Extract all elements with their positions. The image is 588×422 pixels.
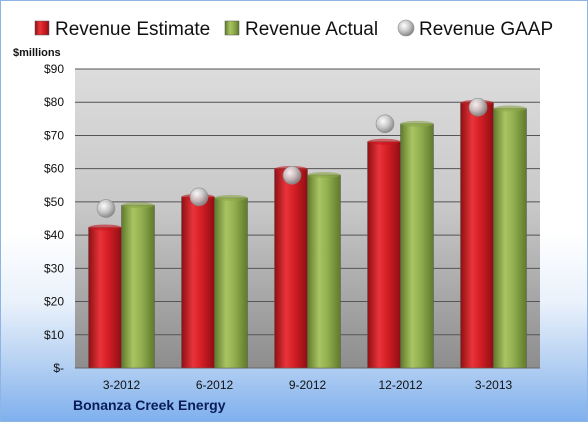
bar-revenue-actual bbox=[307, 174, 341, 369]
y-tick-label: $50 bbox=[44, 195, 64, 209]
y-tick-label: $20 bbox=[44, 295, 64, 309]
bar-revenue-actual bbox=[400, 123, 434, 369]
legend-label: Revenue GAAP bbox=[419, 19, 553, 40]
y-tick-label: $- bbox=[53, 361, 64, 375]
x-tick-label: 12-2012 bbox=[378, 378, 422, 392]
x-tick-label: 6-2012 bbox=[196, 378, 234, 392]
bar-revenue-estimate bbox=[367, 141, 401, 369]
bar-cap bbox=[121, 202, 155, 209]
y-tick-label: $40 bbox=[44, 228, 64, 242]
bar-cap bbox=[307, 171, 341, 178]
bar-revenue-actual bbox=[493, 108, 527, 369]
bar-revenue-actual bbox=[214, 197, 248, 369]
legend-swatch bbox=[224, 20, 240, 36]
bar-revenue-actual bbox=[121, 204, 155, 369]
legend-label: Revenue Actual bbox=[245, 19, 378, 40]
bar-cap bbox=[214, 194, 248, 201]
bar-revenue-estimate bbox=[88, 227, 122, 369]
marker-revenue-gaap bbox=[468, 97, 488, 117]
x-tick-label: 9-2012 bbox=[289, 378, 327, 392]
y-tick-label: $10 bbox=[44, 328, 64, 342]
legend-label: Revenue Estimate bbox=[55, 19, 210, 40]
legend-swatch bbox=[397, 19, 415, 37]
unit-label: $millions bbox=[13, 47, 61, 59]
x-tick-label: 3-2013 bbox=[475, 378, 513, 392]
bar-cap bbox=[367, 138, 401, 145]
bar-cap bbox=[493, 105, 527, 112]
marker-revenue-gaap bbox=[96, 199, 116, 218]
x-tick-label: 3-2012 bbox=[103, 378, 141, 392]
y-tick-label: $70 bbox=[44, 128, 64, 142]
company-name: Bonanza Creek Energy bbox=[73, 397, 226, 413]
y-tick-label: $80 bbox=[44, 95, 64, 109]
y-tick-label: $30 bbox=[44, 261, 64, 275]
bar-cap bbox=[400, 120, 434, 127]
marker-revenue-gaap bbox=[375, 114, 395, 134]
bar-revenue-estimate bbox=[274, 168, 308, 369]
bar-revenue-estimate bbox=[181, 196, 215, 369]
legend-swatch bbox=[34, 20, 50, 36]
bar-cap bbox=[88, 224, 122, 231]
marker-revenue-gaap bbox=[282, 166, 302, 185]
marker-revenue-gaap bbox=[189, 187, 209, 207]
bar-revenue-estimate bbox=[460, 102, 494, 369]
y-tick-label: $90 bbox=[44, 62, 64, 76]
y-tick-label: $60 bbox=[44, 162, 64, 176]
